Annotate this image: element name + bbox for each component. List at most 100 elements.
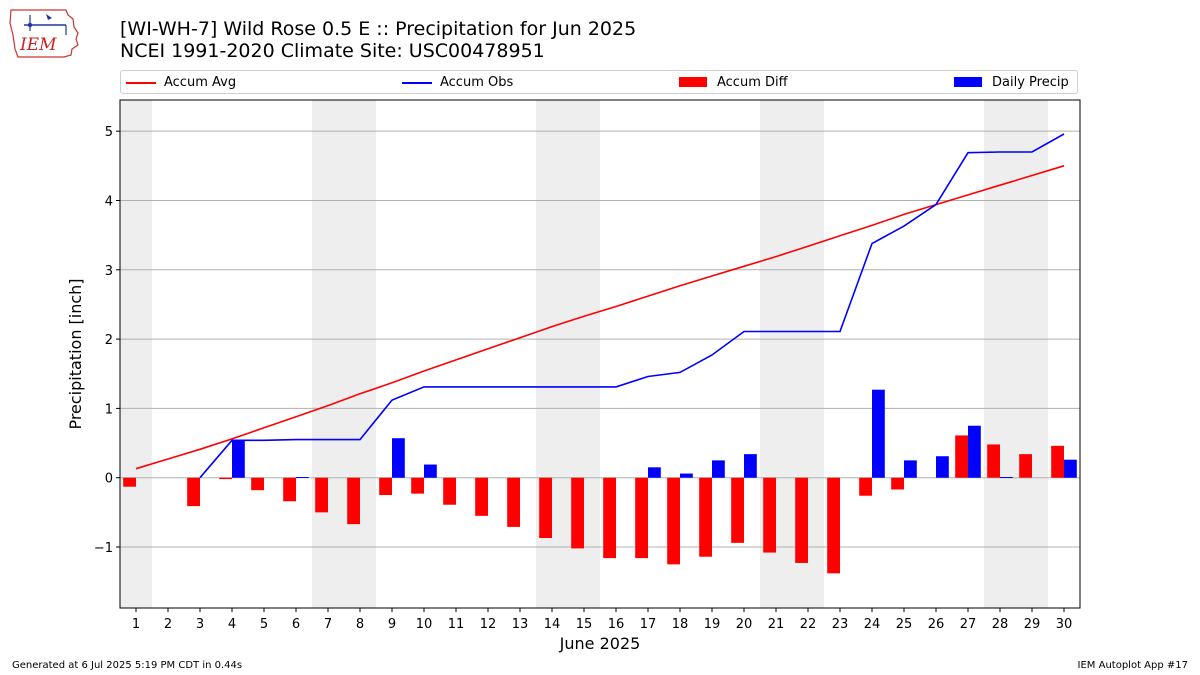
gridlines <box>120 130 1080 548</box>
diff-bar-23 <box>827 477 840 574</box>
x-tick-label-30: 30 <box>1056 617 1073 632</box>
legend-label-accum-avg: Accum Avg <box>164 75 237 90</box>
diff-bar-11 <box>443 477 456 505</box>
diff-bar-20 <box>731 477 744 543</box>
diff-bar-3 <box>187 477 200 507</box>
x-axis-label: June 2025 <box>559 634 641 653</box>
legend-swatch-accum-obs <box>402 82 432 84</box>
accum-avg-line <box>135 165 1065 470</box>
x-tick-label-5: 5 <box>260 617 268 632</box>
weekend-shade-28 <box>984 100 1016 608</box>
daily-bar-27 <box>968 425 981 478</box>
chart-title: [WI-WH-7] Wild Rose 0.5 E :: Precipitati… <box>120 18 637 40</box>
daily-bar-26 <box>936 456 949 478</box>
lines <box>135 133 1065 479</box>
x-tick-label-22: 22 <box>800 617 817 632</box>
x-tick-label-13: 13 <box>512 617 529 632</box>
diff-bar-28 <box>987 444 1000 478</box>
daily-bar-4 <box>232 440 245 478</box>
diff-bar-30 <box>1051 445 1064 478</box>
diff-bar-4 <box>219 477 232 480</box>
diff-bar-13 <box>507 477 520 527</box>
x-tick-label-9: 9 <box>388 617 396 632</box>
diff-bar-16 <box>603 477 616 559</box>
x-tick-label-27: 27 <box>960 617 977 632</box>
diff-bar-21 <box>763 477 776 553</box>
diff-bar-15 <box>571 477 584 549</box>
x-tick-label-10: 10 <box>416 617 433 632</box>
daily-bar-9 <box>392 438 405 478</box>
y-tick-label-6: 5 <box>105 125 113 140</box>
daily-bar-18 <box>680 473 693 478</box>
daily-bar-20 <box>744 454 757 478</box>
diff-bar-1 <box>123 477 136 487</box>
footer-generated: Generated at 6 Jul 2025 5:19 PM CDT in 0… <box>12 660 243 671</box>
y-tick-label-5: 4 <box>105 194 113 209</box>
legend-label-daily-precip: Daily Precip <box>992 75 1069 90</box>
y-tick-label-0: −1 <box>94 541 113 556</box>
diff-bar-25 <box>891 477 904 490</box>
diff-bar-5 <box>251 477 264 491</box>
daily-bar-30 <box>1064 459 1077 478</box>
diff-bar-7 <box>315 477 328 513</box>
x-tick-label-11: 11 <box>448 617 465 632</box>
y-axis-label: Precipitation [inch] <box>66 278 85 429</box>
daily-bar-17 <box>648 467 661 478</box>
diff-bar-22 <box>795 477 808 563</box>
daily-bar-6 <box>296 477 309 479</box>
x-tick-label-18: 18 <box>672 617 689 632</box>
x-tick-label-21: 21 <box>768 617 785 632</box>
x-tick-label-14: 14 <box>544 617 561 632</box>
iem-logo-text: IEM <box>19 35 57 55</box>
legend-swatch-accum-diff <box>679 77 707 87</box>
diff-bar-24 <box>859 477 872 496</box>
daily-bar-28 <box>1000 477 1013 479</box>
weekend-shade-29 <box>1016 100 1048 608</box>
daily-bar-10 <box>424 464 437 478</box>
legend-label-accum-diff: Accum Diff <box>717 75 788 90</box>
daily-bar-25 <box>904 460 917 478</box>
x-tick-label-19: 19 <box>704 617 721 632</box>
x-tick-label-17: 17 <box>640 617 657 632</box>
x-tick-label-16: 16 <box>608 617 625 632</box>
x-tick-label-25: 25 <box>896 617 913 632</box>
daily-bar-24 <box>872 389 885 478</box>
diff-bar-17 <box>635 477 648 559</box>
x-tick-label-20: 20 <box>736 617 753 632</box>
diff-bar-29 <box>1019 454 1032 478</box>
iem-logo: IEM <box>9 9 79 58</box>
diff-bar-10 <box>411 477 424 494</box>
x-tick-label-23: 23 <box>832 617 849 632</box>
accum-obs-line <box>199 133 1065 479</box>
x-tick-label-4: 4 <box>228 617 236 632</box>
diff-bar-6 <box>283 477 296 502</box>
x-tick-label-15: 15 <box>576 617 593 632</box>
diff-bar-14 <box>539 477 552 539</box>
y-tick-label-2: 1 <box>105 402 113 417</box>
y-tick-label-1: 0 <box>105 472 113 487</box>
x-tick-label-24: 24 <box>864 617 881 632</box>
x-tick-label-12: 12 <box>480 617 497 632</box>
diff-bar-9 <box>379 477 392 496</box>
bars <box>123 389 1077 574</box>
y-tick-label-3: 2 <box>105 333 113 348</box>
diff-bar-18 <box>667 477 680 565</box>
diff-bar-19 <box>699 477 712 557</box>
legend-label-accum-obs: Accum Obs <box>440 75 514 90</box>
diff-bar-8 <box>347 477 360 525</box>
x-tick-label-2: 2 <box>164 617 172 632</box>
x-tick-label-3: 3 <box>196 617 204 632</box>
legend-swatch-accum-avg <box>126 82 156 84</box>
daily-bar-19 <box>712 460 725 478</box>
x-tick-label-29: 29 <box>1024 617 1041 632</box>
weekend-shade-1 <box>120 100 152 608</box>
diff-bar-27 <box>955 435 968 478</box>
weekend-shade-7 <box>312 100 344 608</box>
legend-swatch-daily-precip <box>954 77 982 87</box>
plot-frame <box>119 99 1081 609</box>
weekend-shade-8 <box>344 100 376 608</box>
chart-subtitle: NCEI 1991-2020 Climate Site: USC00478951 <box>120 40 545 62</box>
y-tick-label-4: 3 <box>105 264 113 279</box>
footer-app-id: IEM Autoplot App #17 <box>1077 660 1188 671</box>
